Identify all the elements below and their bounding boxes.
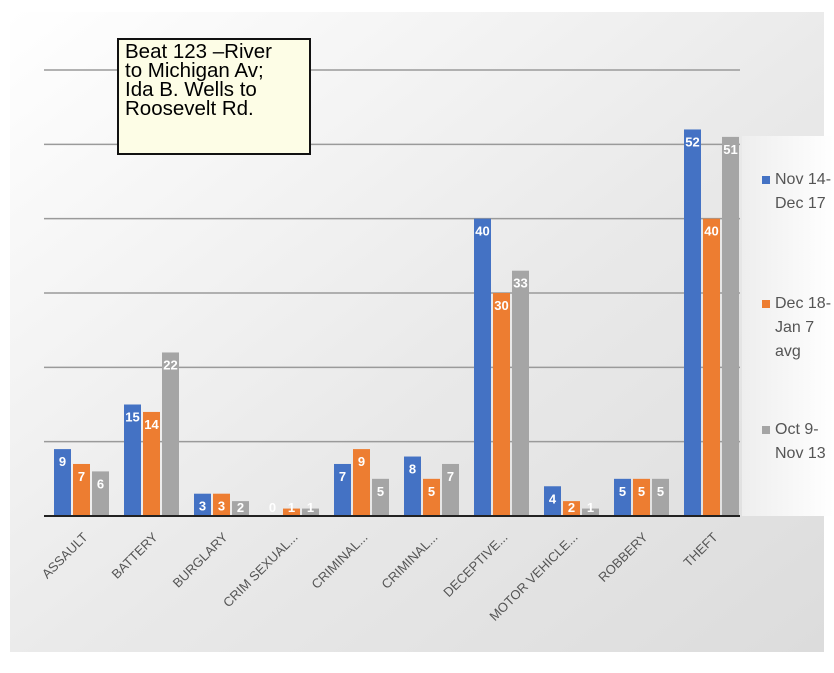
bar [92, 471, 109, 516]
data-label: 30 [494, 298, 508, 313]
data-label: 9 [59, 454, 66, 469]
legend-label: Nov 14- Dec 17 [775, 171, 832, 212]
bar [334, 463, 351, 516]
data-label: 0 [269, 500, 276, 515]
legend-background [742, 136, 834, 516]
data-label: 8 [409, 462, 416, 477]
bar [442, 463, 459, 516]
legend-swatch [762, 426, 770, 434]
bars [54, 129, 739, 516]
data-label: 5 [638, 484, 645, 499]
bar [703, 218, 720, 516]
data-label: 6 [97, 476, 104, 491]
bar [423, 478, 440, 516]
bar [372, 478, 389, 516]
data-label: 7 [78, 469, 85, 484]
data-label: 7 [447, 469, 454, 484]
bar [633, 478, 650, 516]
data-label: 1 [307, 500, 314, 515]
data-label: 1 [587, 500, 594, 515]
bar [213, 493, 230, 516]
bar [283, 508, 300, 516]
data-label: 5 [428, 484, 435, 499]
data-label: 9 [358, 454, 365, 469]
data-label: 7 [339, 469, 346, 484]
data-label: 2 [568, 500, 575, 515]
bar [54, 449, 71, 516]
data-label: 2 [237, 500, 244, 515]
data-label: 15 [125, 410, 139, 425]
data-label: 3 [218, 499, 225, 514]
bar [194, 493, 211, 516]
data-label: 14 [144, 417, 159, 432]
data-label: 5 [657, 484, 664, 499]
bar [652, 478, 669, 516]
bar [302, 508, 319, 516]
data-label: 33 [513, 276, 527, 291]
bar [124, 404, 141, 516]
bar [232, 501, 249, 516]
bar [493, 293, 510, 516]
data-label: 3 [199, 499, 206, 514]
data-label: 51 [723, 142, 737, 157]
legend-swatch [762, 176, 770, 184]
bar [143, 411, 160, 516]
bar [353, 449, 370, 516]
legend-swatch [762, 300, 770, 308]
data-label: 22 [163, 357, 177, 372]
data-label: 40 [704, 224, 718, 239]
bar [404, 456, 421, 516]
bar [684, 129, 701, 516]
bar [512, 270, 529, 516]
data-label: 5 [619, 484, 626, 499]
data-label: 4 [549, 491, 557, 506]
data-label: 52 [685, 134, 699, 149]
bar [582, 508, 599, 516]
data-label: 5 [377, 484, 384, 499]
data-label: 40 [475, 224, 489, 239]
bar [544, 486, 561, 516]
legend-label: Dec 18- Jan 7 avg [775, 295, 832, 360]
bar [614, 478, 631, 516]
data-label: 1 [288, 500, 295, 515]
legend-label: Oct 9- Nov 13 [775, 421, 826, 462]
bar [162, 352, 179, 516]
bar [722, 136, 739, 516]
bar [563, 501, 580, 516]
annotation-box: Beat 123 –River to Michigan Av; Ida B. W… [117, 38, 311, 155]
bar [73, 463, 90, 516]
bar [474, 218, 491, 516]
